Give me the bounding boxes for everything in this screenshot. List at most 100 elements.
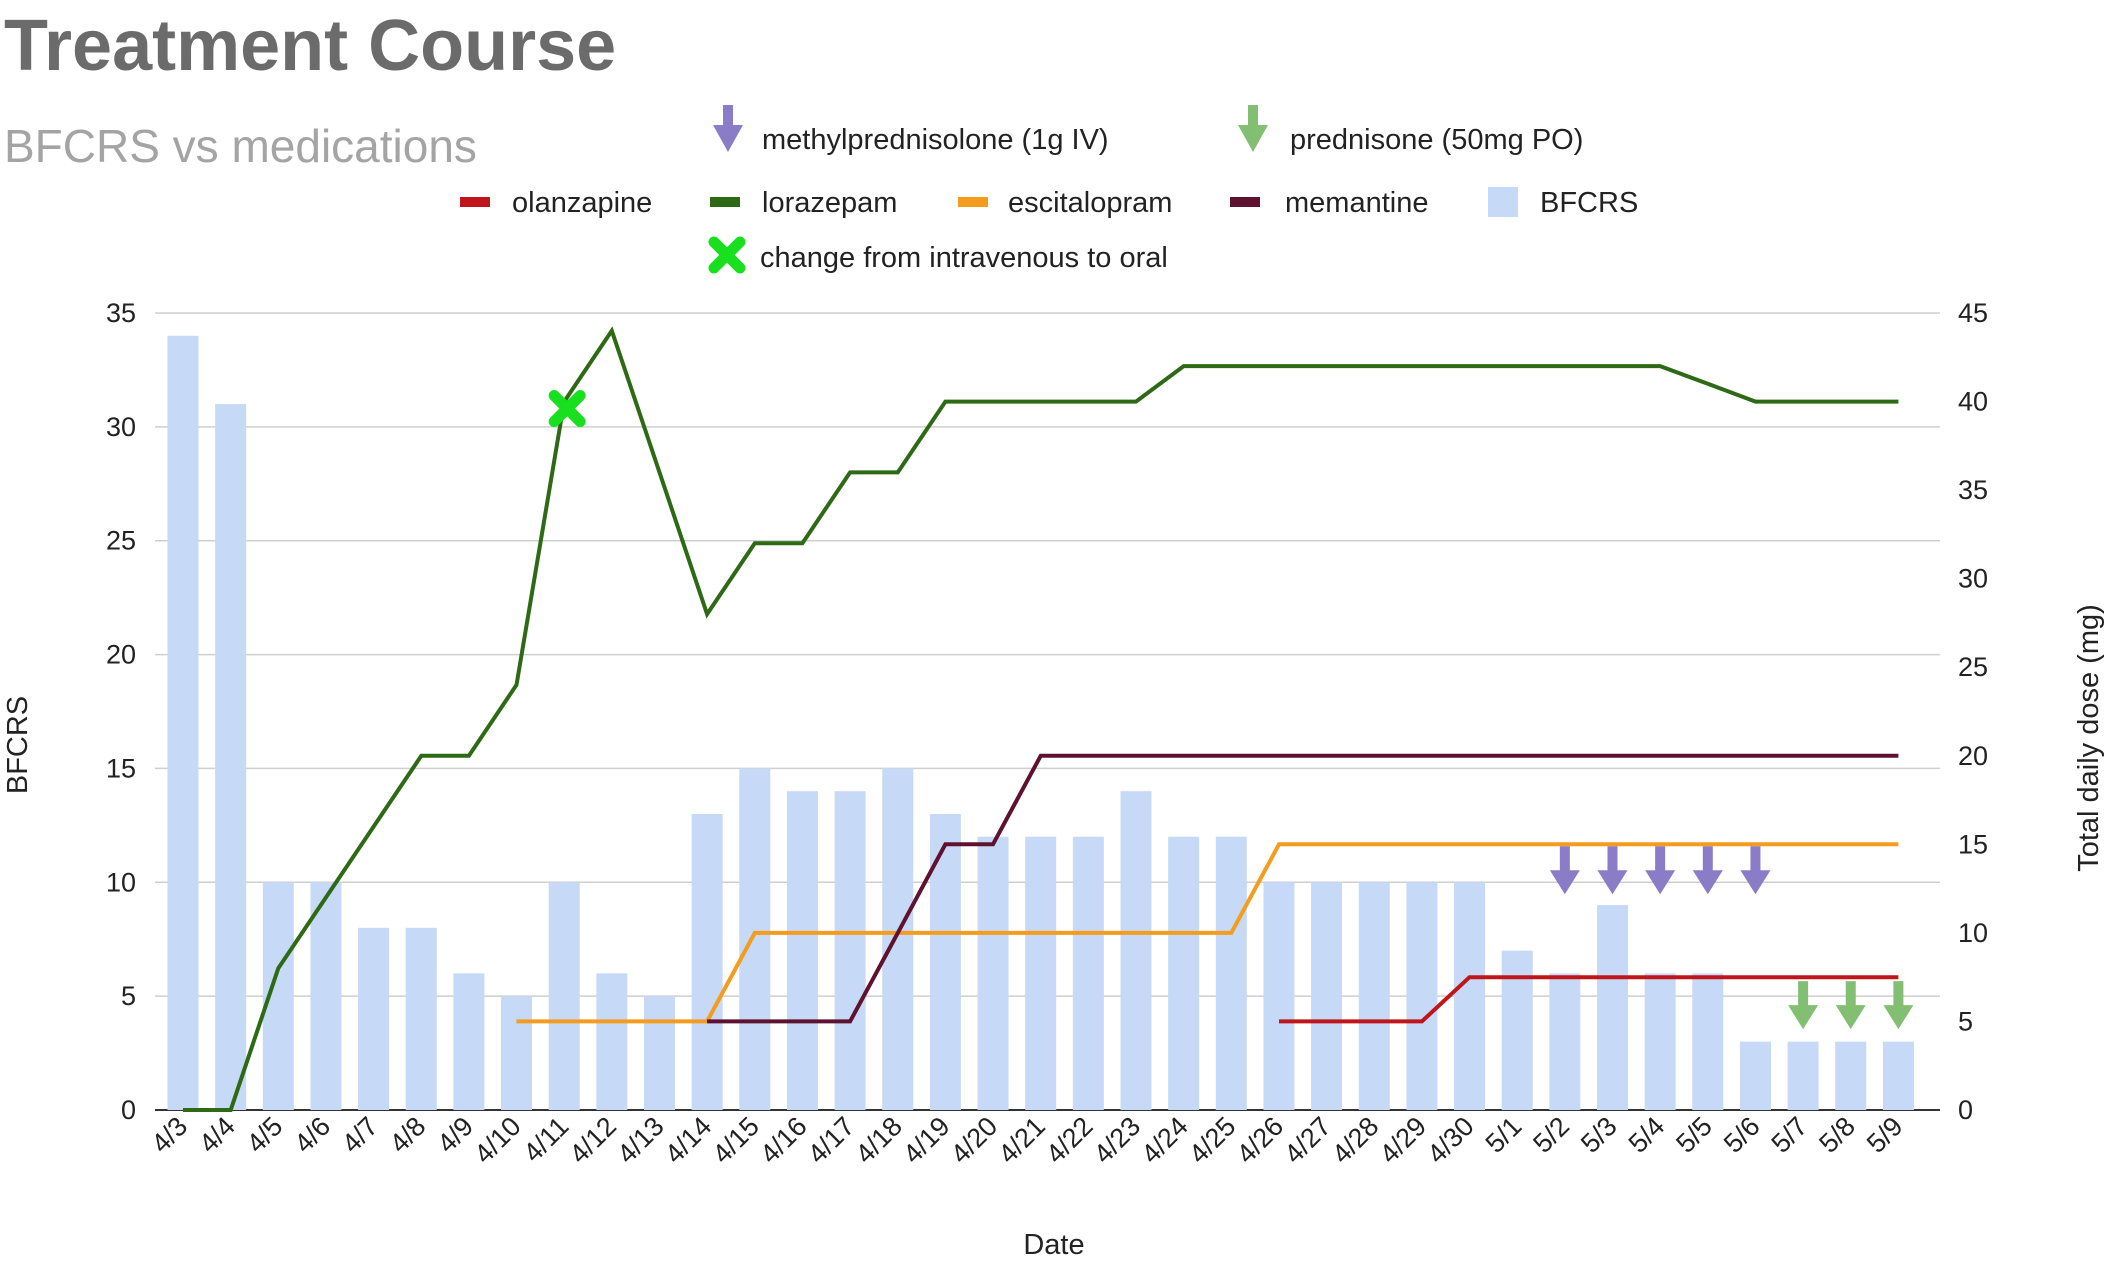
- methylprednisolone-arrow-icon-head: [1740, 870, 1771, 895]
- legend-item-olanzapine: olanzapine: [460, 187, 652, 219]
- bfcrs-bar: [1358, 882, 1390, 1110]
- x-tick-label: 4/18: [850, 1111, 908, 1169]
- y-left-tick-label: 5: [121, 981, 136, 1011]
- x-tick-label: 4/21: [993, 1111, 1051, 1169]
- methylprednisolone-arrow-icon: [1740, 846, 1771, 895]
- lorazepam-line: [183, 326, 1899, 1112]
- bfcrs-bar: [1787, 1041, 1819, 1110]
- y-right-tick-label: 0: [1958, 1095, 1973, 1125]
- x-tick-label: 4/20: [945, 1111, 1003, 1169]
- event-markers: [548, 390, 1914, 1030]
- bfcrs-bar: [1120, 791, 1152, 1110]
- bfcrs-bar: [1739, 1041, 1771, 1110]
- x-tick-label: 4/4: [193, 1111, 241, 1159]
- bfcrs-bar: [1025, 836, 1057, 1110]
- legend-item-lorazepam: lorazepam: [710, 187, 897, 219]
- change-route-x-icon: [548, 390, 586, 428]
- legend-label-lorazepam: lorazepam: [762, 187, 897, 219]
- x-tick-label: 4/3: [145, 1111, 193, 1159]
- x-tick-label: 4/27: [1278, 1111, 1336, 1169]
- x-tick-label: 4/28: [1326, 1111, 1384, 1169]
- x-tick-label: 4/10: [468, 1111, 526, 1169]
- bfcrs-bars: [167, 335, 1914, 1111]
- x-tick-label: 4/22: [1040, 1111, 1098, 1169]
- y-left-tick-label: 25: [106, 526, 136, 556]
- y-right-tick-label: 25: [1958, 652, 1988, 682]
- legend-label-prednisone: prednisone (50mg PO): [1290, 124, 1583, 156]
- y-right-tick-label: 45: [1958, 298, 1988, 328]
- x-tick-label: 5/6: [1718, 1111, 1766, 1159]
- y-right-tick-label: 35: [1958, 475, 1988, 505]
- prednisone-arrow-icon: [1788, 981, 1819, 1030]
- x-tick-label: 4/24: [1136, 1111, 1194, 1169]
- bfcrs-bar: [215, 404, 247, 1111]
- bfcrs-bar: [1882, 1041, 1914, 1110]
- prednisone-arrow-icon-shaft: [1845, 981, 1856, 1012]
- methylprednisolone-arrow-icon-shaft: [1655, 846, 1666, 877]
- prednisone-arrow-icon-head: [1788, 1005, 1819, 1030]
- bfcrs-bar: [1597, 905, 1628, 1110]
- bfcrs-bar: [786, 791, 818, 1110]
- legend-item-escitalopram: escitalopram: [958, 187, 1172, 219]
- bfcrs-bar: [644, 996, 675, 1110]
- y-left-tick-label: 30: [106, 412, 136, 442]
- y-left-tick-label: 0: [121, 1095, 136, 1125]
- y-right-tick-label: 5: [1958, 1006, 1973, 1036]
- bfcrs-bar: [501, 996, 533, 1110]
- x-tick-label: 5/2: [1527, 1111, 1575, 1159]
- x-tick-label: 4/11: [517, 1111, 574, 1168]
- x-tick-label: 5/5: [1670, 1111, 1718, 1159]
- legend-label-memantine: memantine: [1285, 187, 1428, 219]
- bfcrs-bar: [1644, 973, 1676, 1110]
- purple-arrow-icon: [713, 105, 743, 152]
- legend-item-change-route: change from intravenous to oral: [708, 236, 1168, 274]
- legend-label-olanzapine: olanzapine: [512, 187, 652, 219]
- x-stroke: [548, 390, 586, 428]
- bfcrs-bar: [1072, 836, 1104, 1110]
- bfcrs-bar: [882, 768, 914, 1110]
- x-tick-label: 4/19: [897, 1111, 955, 1169]
- legend-swatch-lorazepam: [710, 197, 740, 207]
- legend-item-prednisone: prednisone (50mg PO): [1238, 105, 1583, 156]
- legend-swatch-escitalopram: [958, 197, 988, 207]
- methylprednisolone-arrow-icon-head: [1549, 870, 1580, 895]
- x-tick-label: 4/7: [336, 1111, 384, 1159]
- prednisone-arrow-icon-head: [1883, 1005, 1914, 1030]
- x-tick-label: 4/8: [384, 1111, 432, 1159]
- bfcrs-bar: [1692, 973, 1724, 1110]
- legend-swatch-memantine: [1230, 197, 1260, 207]
- methylprednisolone-arrow-icon-head: [1692, 870, 1723, 895]
- methylprednisolone-arrow-icon: [1549, 846, 1580, 895]
- y-left-tick-label: 35: [106, 298, 136, 328]
- escitalopram-line: [516, 842, 1899, 1024]
- bfcrs-bar: [1406, 882, 1438, 1110]
- bfcrs-bar: [977, 836, 1009, 1110]
- prednisone-arrow-icon-shaft: [1798, 981, 1809, 1012]
- bfcrs-bar: [1454, 882, 1486, 1110]
- bfcrs-bar: [167, 335, 199, 1110]
- green-x-icon: [708, 236, 746, 274]
- x-tick-label: 4/15: [707, 1111, 765, 1169]
- methylprednisolone-arrow-icon-shaft: [1607, 846, 1618, 877]
- x-tick-label: 4/13: [611, 1111, 669, 1169]
- y-right-tick-label: 40: [1958, 387, 1988, 417]
- bfcrs-bar: [1549, 973, 1581, 1110]
- y-right-tick-label: 15: [1958, 829, 1988, 859]
- x-tick-label: 4/23: [1088, 1111, 1146, 1169]
- prednisone-arrow-icon: [1835, 981, 1866, 1030]
- bfcrs-bar: [453, 973, 485, 1110]
- bfcrs-bar: [1835, 1041, 1867, 1110]
- legend-swatch-bfcrs: [1488, 187, 1518, 217]
- bfcrs-bar: [310, 882, 342, 1110]
- x-axis-title: Date: [1023, 1229, 1084, 1261]
- bfcrs-bar: [1215, 836, 1247, 1110]
- x-tick-label: 4/29: [1374, 1111, 1432, 1169]
- methylprednisolone-arrow-icon: [1597, 846, 1628, 895]
- legend-item-memantine: memantine: [1230, 187, 1428, 219]
- x-tick-label: 4/14: [659, 1111, 717, 1169]
- legend-label-change-route: change from intravenous to oral: [760, 242, 1168, 274]
- y-left-tick-label: 20: [106, 640, 136, 670]
- olanzapine-line: [1279, 975, 1899, 1024]
